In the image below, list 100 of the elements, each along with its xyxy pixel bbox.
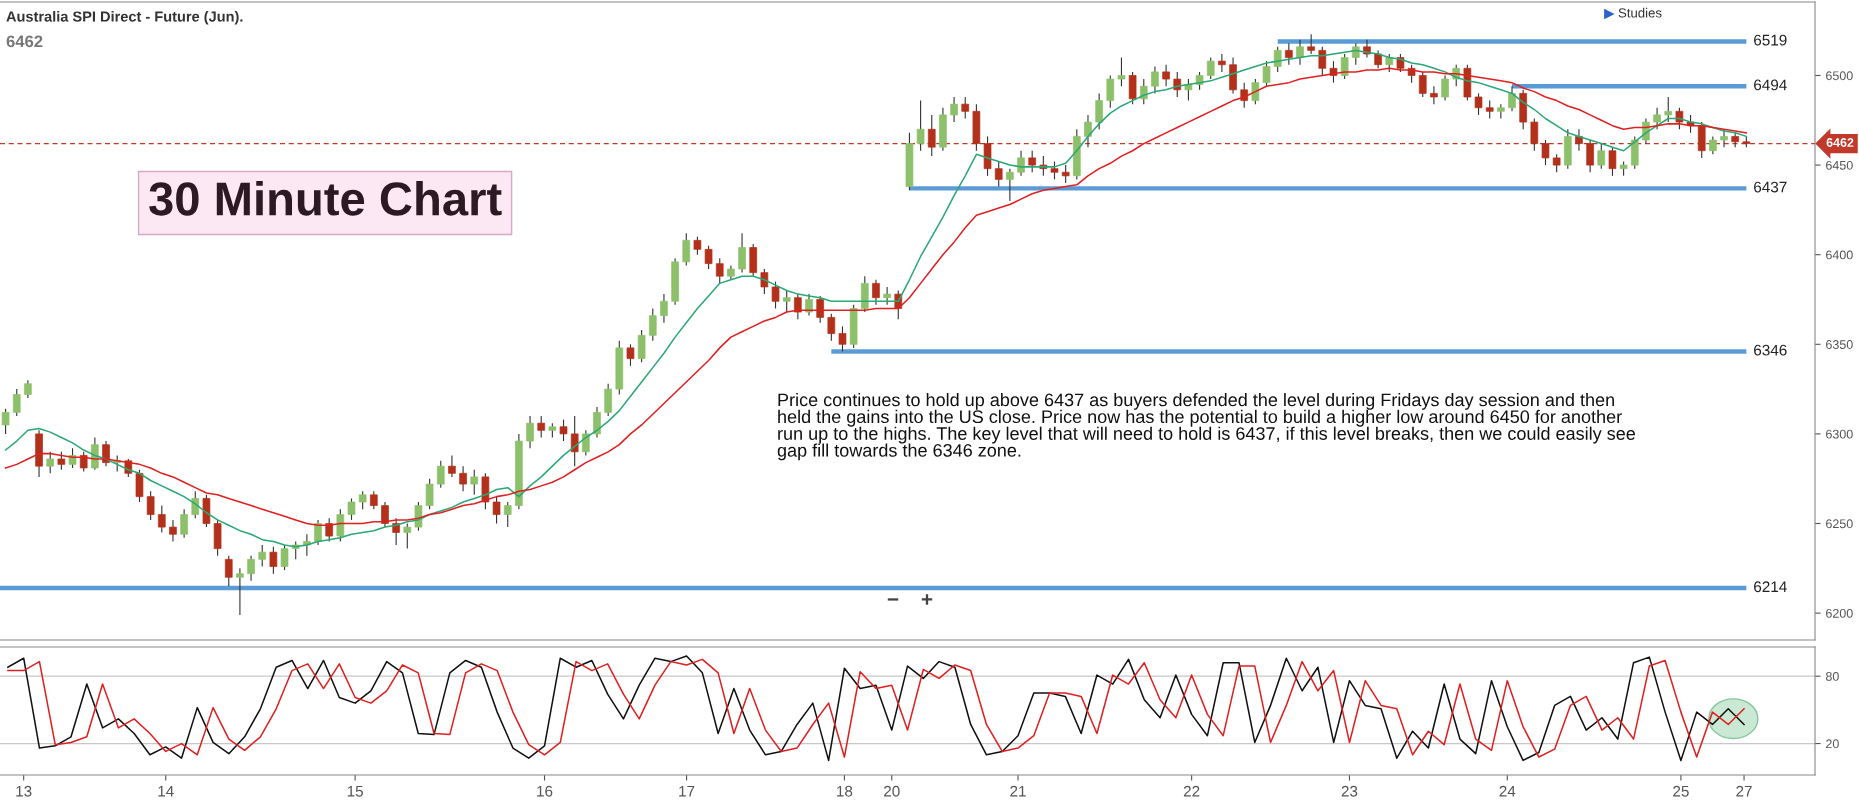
candlestick xyxy=(1106,74,1115,109)
candlestick xyxy=(1351,42,1360,66)
candlestick xyxy=(1664,96,1673,123)
candlestick xyxy=(604,383,612,417)
candlestick xyxy=(191,490,200,519)
candlestick xyxy=(503,501,512,528)
candlestick xyxy=(582,429,590,456)
y-tick-label: 6400 xyxy=(1826,250,1853,260)
candlestick xyxy=(559,419,568,442)
candlestick xyxy=(436,460,445,489)
annotation: Studies xyxy=(1618,7,1662,18)
candlestick xyxy=(1084,114,1092,148)
annotation: 30 Minute Chart xyxy=(149,180,502,216)
x-tick-label: 13 xyxy=(16,785,32,797)
candlestick xyxy=(1218,53,1226,73)
candlestick xyxy=(1273,46,1282,73)
y-tick-label: 6300 xyxy=(1826,429,1853,439)
ref-line-label: 6462 xyxy=(1826,138,1854,147)
candlestick xyxy=(46,451,55,474)
candlestick xyxy=(1,408,10,435)
candlestick xyxy=(12,388,21,417)
candlestick xyxy=(258,544,267,568)
x-tick-label: 16 xyxy=(537,785,553,797)
candlestick xyxy=(1028,150,1036,173)
series-label: 6346 xyxy=(1754,344,1787,356)
candlestick xyxy=(794,293,802,320)
candlestick xyxy=(570,415,579,467)
candlestick xyxy=(459,465,467,492)
candlestick xyxy=(1597,143,1606,170)
text: 6462 xyxy=(6,35,43,48)
candlestick xyxy=(872,279,880,306)
candlestick xyxy=(425,478,434,510)
y-tick-label: 20 xyxy=(1826,739,1839,749)
candlestick xyxy=(1117,57,1126,87)
candlestick xyxy=(660,293,668,324)
candlestick xyxy=(816,295,824,324)
x-tick-label: 21 xyxy=(1010,785,1026,797)
x-tick-label: 22 xyxy=(1183,785,1200,797)
candlestick xyxy=(715,257,724,284)
candlestick xyxy=(236,567,244,616)
text: Australia SPI Direct - Future (Jun). xyxy=(6,11,243,25)
y-tick-label: 6500 xyxy=(1826,71,1853,81)
candlestick xyxy=(135,469,144,503)
candlestick xyxy=(1251,78,1260,105)
candlestick xyxy=(325,517,333,542)
candlestick xyxy=(1541,139,1550,166)
x-tick-label: 20 xyxy=(884,785,900,797)
annotation: Price continues to hold up above 6437 as buyers defended the level during Fridays day session and then held the gains into the US close. Price now has the potential to build a higher low around 6450 for another run up to the highs. The key level that will need to hold is 6437, if this level breaks, then we could easily see gap fill towards the 6346 zone. xyxy=(777,393,1636,461)
ref-line-label: 6214 xyxy=(1754,581,1787,593)
candlestick xyxy=(492,496,501,525)
y-tick-label: 6450 xyxy=(1826,160,1853,170)
candlestick xyxy=(927,114,936,157)
y-tick-label: 6250 xyxy=(1826,519,1853,529)
candlestick xyxy=(1307,33,1315,55)
candlestick xyxy=(961,96,970,120)
candlestick xyxy=(347,497,356,521)
y-tick-label: 6350 xyxy=(1826,340,1853,349)
candlestick xyxy=(950,96,958,123)
candlestick xyxy=(916,100,925,152)
x-tick-label: 24 xyxy=(1499,785,1516,797)
annotation: + xyxy=(921,594,933,605)
candlestick xyxy=(269,546,278,575)
candlestick xyxy=(760,268,769,295)
candlestick xyxy=(1653,107,1661,130)
candlestick xyxy=(1151,65,1159,94)
candlestick xyxy=(1530,117,1539,152)
candlestick xyxy=(593,406,601,439)
candlestick xyxy=(537,415,546,439)
candlestick xyxy=(146,490,155,521)
candlestick xyxy=(247,555,255,582)
y-tick-label: 80 xyxy=(1825,671,1839,681)
candlestick xyxy=(1608,146,1617,177)
annotation: − xyxy=(887,598,899,601)
candlestick xyxy=(1296,39,1304,66)
candlestick xyxy=(180,508,188,539)
x-tick-label: 17 xyxy=(679,785,695,797)
candlestick xyxy=(1474,92,1483,116)
candlestick xyxy=(224,555,233,587)
candlestick xyxy=(782,289,791,313)
candlestick xyxy=(1285,42,1293,66)
candlestick xyxy=(648,307,657,342)
candlestick xyxy=(280,544,289,571)
candlestick xyxy=(1318,46,1327,77)
candlestick xyxy=(1206,57,1215,80)
candlestick xyxy=(470,469,479,496)
series-label: 6437 xyxy=(1754,181,1787,193)
candlestick xyxy=(1262,60,1271,87)
candlestick xyxy=(626,343,635,367)
candlestick xyxy=(403,522,412,550)
candlestick xyxy=(1418,71,1427,98)
candlestick xyxy=(448,454,456,478)
candlestick xyxy=(1006,168,1014,202)
candlestick xyxy=(1441,74,1449,102)
candlestick xyxy=(994,160,1003,188)
candlestick xyxy=(1508,85,1516,112)
candlestick xyxy=(738,232,746,274)
series-label: 6519 xyxy=(1754,34,1787,46)
candlestick xyxy=(838,325,847,353)
candlestick xyxy=(336,508,345,542)
candlestick xyxy=(1128,71,1137,105)
